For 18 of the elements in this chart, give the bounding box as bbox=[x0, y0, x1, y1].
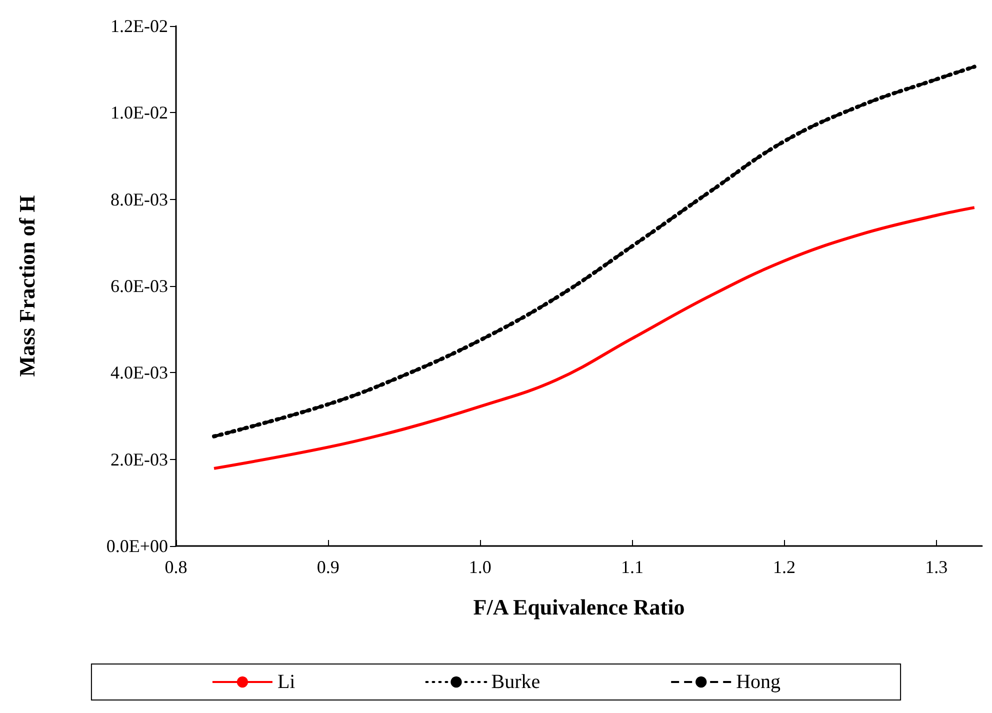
y-tick-label: 6.0E-03 bbox=[110, 276, 168, 296]
y-tick-label: 2.0E-03 bbox=[110, 449, 168, 470]
legend-label: Burke bbox=[491, 671, 540, 693]
x-tick-label: 0.9 bbox=[316, 557, 340, 577]
x-tick-label: 0.8 bbox=[164, 557, 188, 577]
y-tick-label: 4.0E-03 bbox=[110, 362, 168, 383]
x-tick-label: 1.3 bbox=[925, 557, 948, 577]
y-tick-label: 8.0E-03 bbox=[110, 189, 168, 210]
y-tick-label: 1.2E-02 bbox=[110, 16, 168, 36]
y-axis-title: Mass Fraction of H bbox=[14, 195, 40, 377]
legend-label: Hong bbox=[736, 671, 781, 693]
y-tick-label: 0.0E+00 bbox=[106, 536, 168, 556]
x-axis-title: F/A Equivalence Ratio bbox=[473, 594, 685, 620]
x-tick-label: 1.2 bbox=[773, 557, 796, 577]
x-tick-label: 1.1 bbox=[620, 557, 644, 577]
legend-label: Li bbox=[277, 671, 296, 693]
x-tick-label: 1.0 bbox=[468, 557, 492, 577]
y-tick-label: 1.0E-02 bbox=[110, 102, 168, 123]
